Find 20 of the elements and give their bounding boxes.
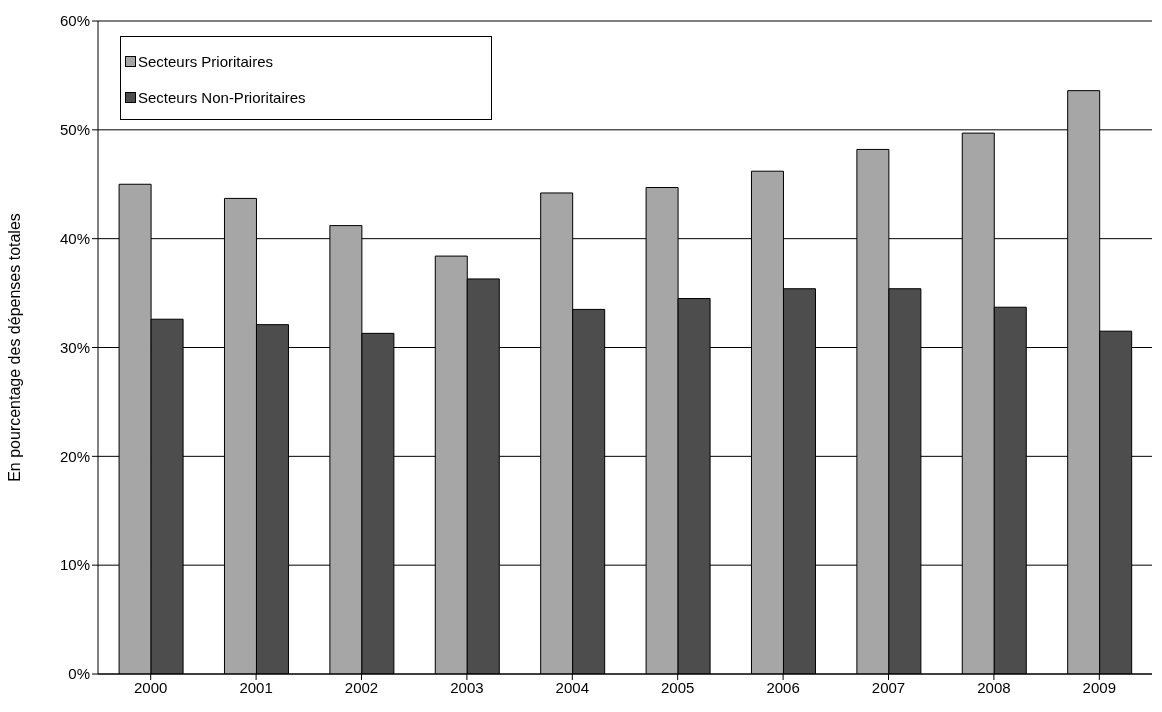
legend-label: Secteurs Non-Prioritaires [138,88,306,106]
y-tick-label: 60% [59,12,90,30]
y-tick-label: 40% [59,229,90,247]
x-tick-label: 2000 [134,678,168,696]
y-tick-label: 50% [59,121,90,139]
y-tick-label: 30% [59,338,90,356]
x-tick-label: 2006 [766,678,800,696]
y-tick-label: 0% [68,665,90,683]
x-tick-label: 2004 [555,678,589,696]
x-tick-label: 2002 [344,678,379,696]
x-tick-label: 2008 [977,678,1011,696]
legend-label: Secteurs Prioritaires [138,52,274,70]
x-tick-label: 2005 [661,678,695,696]
x-tick-label: 2009 [1082,678,1116,696]
y-tick-label: 20% [59,447,90,465]
x-tick-label: 2007 [871,678,906,696]
x-tick-label: 2003 [450,678,484,696]
y-axis-title: En pourcentage des dépenses totales [5,213,23,482]
x-tick-label: 2001 [239,678,273,696]
y-tick-label: 10% [59,556,90,574]
